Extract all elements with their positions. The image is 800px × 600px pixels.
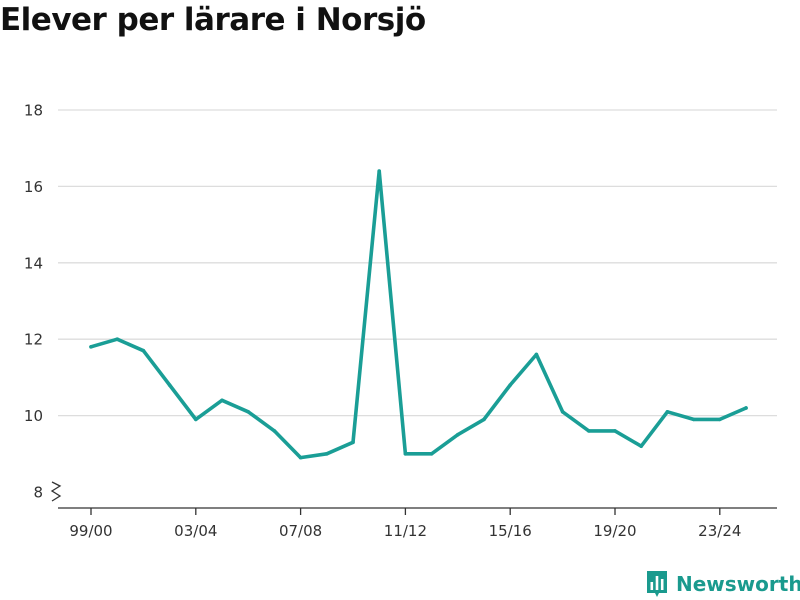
newsworthy-brand: Newsworthy xyxy=(645,569,800,599)
data-point-21-22 xyxy=(665,409,670,414)
data-point-10-11 xyxy=(377,169,382,173)
chart-title: Elever per lärare i Norsjö xyxy=(0,2,426,38)
y-axis-ticks: 8 10 12 14 16 18 xyxy=(24,102,62,502)
data-point-19-20 xyxy=(613,429,617,433)
data-point-20-21 xyxy=(639,444,643,448)
data-point-99-00 xyxy=(89,345,93,349)
data-point-17-18 xyxy=(560,409,565,414)
y-tick-label-16: 16 xyxy=(24,178,43,196)
data-point-06-07 xyxy=(272,429,277,433)
data-point-15-16 xyxy=(508,383,512,387)
line-chart: 8 10 12 14 16 18 99/00 03/04 07/08 11/12 15/16 19/… xyxy=(24,102,777,540)
data-point-22-23 xyxy=(691,417,696,422)
x-tick-label-03-04: 03/04 xyxy=(174,522,217,540)
data-point-24-25 xyxy=(744,406,748,410)
y-tick-label-8: 8 xyxy=(33,484,43,502)
x-tick-label-19-20: 19/20 xyxy=(593,522,636,540)
data-point-16-17 xyxy=(534,352,539,357)
x-tick-label-99-00: 99/00 xyxy=(69,522,112,540)
data-point-05-06 xyxy=(246,409,250,414)
data-point-07-08 xyxy=(298,455,303,460)
data-point-18-19 xyxy=(587,429,591,433)
series-layer xyxy=(89,169,748,460)
data-point-02-03 xyxy=(167,383,172,387)
y-tick-label-10: 10 xyxy=(24,407,43,425)
x-tick-label-11-12: 11/12 xyxy=(384,522,427,540)
y-tick-label-12: 12 xyxy=(24,331,43,349)
data-point-03-04 xyxy=(194,417,198,422)
series-line-0 xyxy=(89,169,748,460)
y-tick-label-14: 14 xyxy=(24,254,43,272)
x-axis: 99/00 03/04 07/08 11/12 15/16 19/20 23/24 xyxy=(58,507,777,540)
axis-break-icon xyxy=(50,481,62,502)
data-point-01-02 xyxy=(141,348,146,353)
data-point-13-14 xyxy=(456,432,460,437)
data-point-12-13 xyxy=(429,452,434,456)
x-tick-label-23-24: 23/24 xyxy=(698,522,741,540)
brand-name: Newsworthy xyxy=(676,572,800,596)
data-point-09-10 xyxy=(351,440,355,445)
data-point-04-05 xyxy=(220,398,224,403)
data-point-23-24 xyxy=(718,417,722,422)
data-point-14-15 xyxy=(482,417,486,422)
data-point-08-09 xyxy=(325,452,329,456)
gridlines xyxy=(58,109,777,417)
data-point-11-12 xyxy=(403,452,408,456)
x-tick-label-07-08: 07/08 xyxy=(279,522,322,540)
x-tick-label-15-16: 15/16 xyxy=(489,522,532,540)
bar-chart-icon xyxy=(647,571,667,597)
y-tick-label-18: 18 xyxy=(24,102,43,120)
data-point-00-01 xyxy=(115,337,119,342)
